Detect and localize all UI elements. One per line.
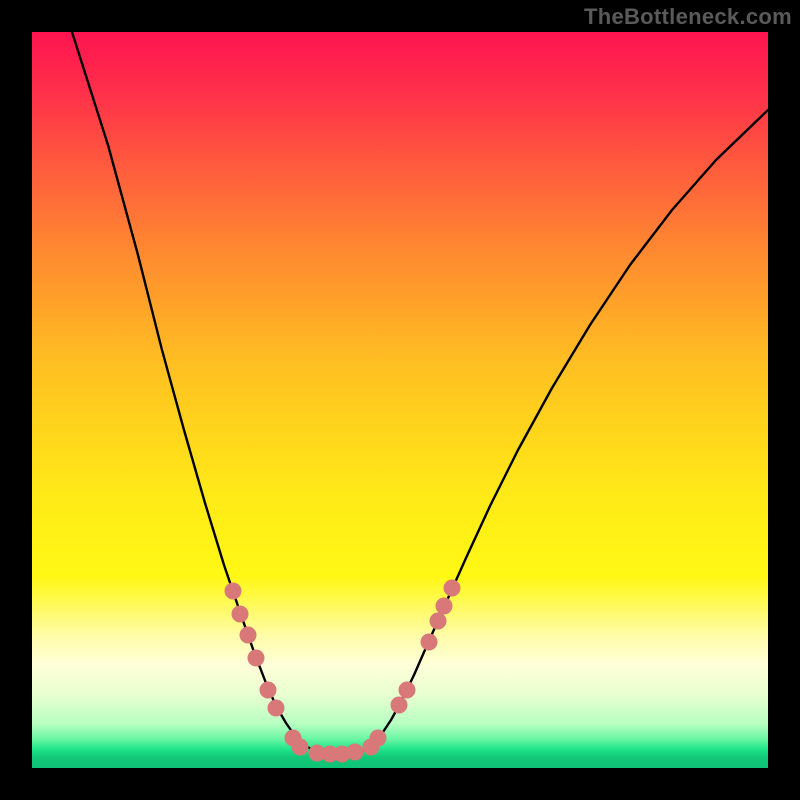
data-marker (225, 583, 242, 600)
data-marker (347, 744, 364, 761)
watermark-text: TheBottleneck.com (584, 4, 792, 30)
data-marker (421, 634, 438, 651)
data-marker (232, 606, 249, 623)
data-marker (436, 598, 453, 615)
data-marker (240, 627, 257, 644)
data-marker (444, 580, 461, 597)
bottleneck-chart (0, 0, 800, 800)
data-marker (430, 613, 447, 630)
data-marker (248, 650, 265, 667)
data-marker (370, 730, 387, 747)
data-marker (268, 700, 285, 717)
data-marker (260, 682, 277, 699)
data-marker (391, 697, 408, 714)
data-marker (399, 682, 416, 699)
chart-container: TheBottleneck.com (0, 0, 800, 800)
data-marker (292, 739, 309, 756)
